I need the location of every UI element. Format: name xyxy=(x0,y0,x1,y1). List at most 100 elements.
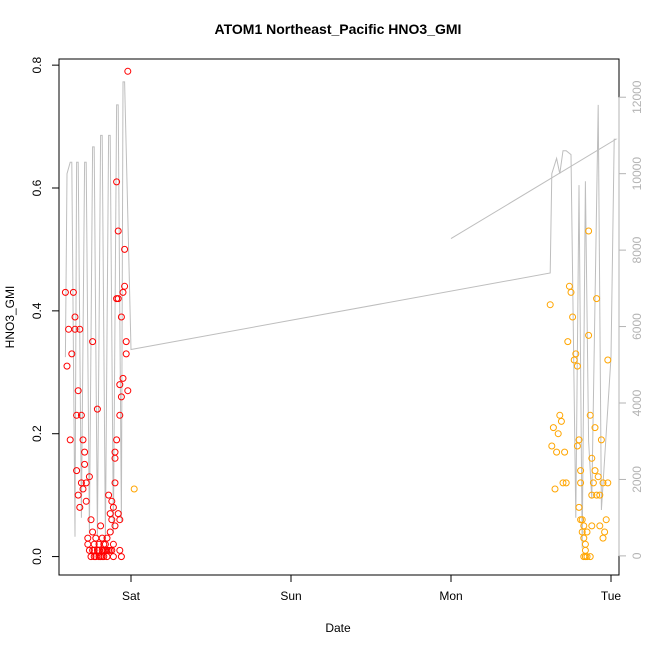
data-point-leg1 xyxy=(117,393,125,401)
data-point-leg1 xyxy=(116,516,124,524)
data-point-leg1 xyxy=(82,497,90,505)
y-tick-label: 0.4 xyxy=(30,302,44,319)
data-point-leg1 xyxy=(116,546,124,554)
y2-tick-label: 2000 xyxy=(630,466,644,493)
data-point-leg1 xyxy=(89,338,97,346)
data-point-leg2 xyxy=(594,473,602,481)
data-point-leg1 xyxy=(84,540,92,548)
data-point-leg1 xyxy=(124,387,132,395)
data-point-leg1 xyxy=(79,485,87,493)
data-point-leg1 xyxy=(77,411,85,419)
data-point-leg2 xyxy=(130,485,138,493)
y-tick-label: 0.0 xyxy=(30,548,44,565)
y2-tick-label: 0 xyxy=(630,552,644,559)
data-point-leg1 xyxy=(103,534,111,542)
altitude-series xyxy=(64,81,618,549)
data-point-leg1 xyxy=(124,67,132,75)
data-point-leg2 xyxy=(564,338,572,346)
data-point-leg2 xyxy=(557,417,565,425)
y2-tick-label: 4000 xyxy=(630,389,644,416)
data-point-leg2 xyxy=(572,350,580,358)
data-point-leg1 xyxy=(122,338,130,346)
data-point-leg1 xyxy=(105,491,113,499)
data-point-leg2 xyxy=(588,491,596,499)
data-point-leg1 xyxy=(76,503,84,511)
data-point-leg2 xyxy=(589,479,597,487)
data-point-leg1 xyxy=(85,473,93,481)
data-point-leg2 xyxy=(588,522,596,530)
data-point-leg1 xyxy=(93,405,101,413)
data-point-leg1 xyxy=(108,516,116,524)
data-point-leg1 xyxy=(100,546,108,554)
data-point-leg1 xyxy=(109,540,117,548)
data-point-leg2 xyxy=(578,528,586,536)
y-axis-label: HNO3_GMI xyxy=(3,286,17,349)
data-point-leg2 xyxy=(573,442,581,450)
data-point-leg2 xyxy=(565,282,573,290)
data-point-leg2 xyxy=(577,467,585,475)
data-point-leg2 xyxy=(591,467,599,475)
data-point-leg2 xyxy=(599,479,607,487)
data-point-leg2 xyxy=(602,516,610,524)
data-point-leg1 xyxy=(109,503,117,511)
data-point-leg2 xyxy=(559,479,567,487)
data-point-leg1 xyxy=(98,553,106,561)
y2-tick-label: 10000 xyxy=(630,157,644,191)
data-point-leg2 xyxy=(588,454,596,462)
data-point-leg2 xyxy=(549,424,557,432)
data-point-leg2 xyxy=(546,301,554,309)
data-point-leg2 xyxy=(573,362,581,370)
data-point-leg2 xyxy=(585,331,593,339)
y-tick-label: 0.8 xyxy=(30,56,44,73)
data-point-leg1 xyxy=(71,325,79,333)
data-point-leg2 xyxy=(583,528,591,536)
data-point-leg2 xyxy=(562,479,570,487)
data-point-leg2 xyxy=(599,534,607,542)
data-point-leg1 xyxy=(113,178,121,186)
plot-frame xyxy=(58,58,620,576)
x-tick-label: Tue xyxy=(601,589,622,603)
data-point-leg1 xyxy=(76,325,84,333)
data-point-leg2 xyxy=(561,448,569,456)
data-point-leg1 xyxy=(74,491,82,499)
data-point-leg1 xyxy=(68,350,76,358)
data-point-leg1 xyxy=(87,516,95,524)
data-point-leg1 xyxy=(97,522,105,530)
data-point-leg1 xyxy=(117,313,125,321)
data-point-leg1 xyxy=(84,534,92,542)
data-point-leg1 xyxy=(85,546,93,554)
data-point-leg1 xyxy=(90,546,98,554)
data-point-leg2 xyxy=(596,522,604,530)
data-point-leg2 xyxy=(554,430,562,438)
data-point-leg1 xyxy=(82,479,90,487)
data-point-leg1 xyxy=(111,479,119,487)
data-point-leg2 xyxy=(585,227,593,235)
data-point-leg1 xyxy=(119,288,127,296)
data-point-leg1 xyxy=(74,387,82,395)
data-point-leg1 xyxy=(89,528,97,536)
data-point-leg1 xyxy=(98,534,106,542)
data-point-leg2 xyxy=(593,295,601,303)
data-point-leg1 xyxy=(111,454,119,462)
data-point-leg2 xyxy=(604,356,612,364)
data-point-leg1 xyxy=(116,411,124,419)
scatter-points xyxy=(61,67,612,561)
data-point-leg2 xyxy=(601,528,609,536)
data-point-leg1 xyxy=(95,553,103,561)
data-point-leg1 xyxy=(121,282,129,290)
data-point-leg1 xyxy=(103,546,111,554)
data-point-leg1 xyxy=(121,245,129,253)
data-point-leg2 xyxy=(581,546,589,554)
data-point-leg1 xyxy=(92,534,100,542)
data-point-leg2 xyxy=(569,313,577,321)
data-point-leg1 xyxy=(113,436,121,444)
x-tick-label: Sun xyxy=(280,589,301,603)
y-axis-right: 0 2000 4000 6000 8000 10000 12000 xyxy=(618,80,644,559)
data-point-leg2 xyxy=(567,288,575,296)
data-point-leg1 xyxy=(109,553,117,561)
data-point-leg2 xyxy=(548,442,556,450)
x-tick-label: Mon xyxy=(439,589,462,603)
data-point-leg1 xyxy=(114,510,122,518)
data-point-leg1 xyxy=(106,510,114,518)
data-point-leg1 xyxy=(111,522,119,530)
